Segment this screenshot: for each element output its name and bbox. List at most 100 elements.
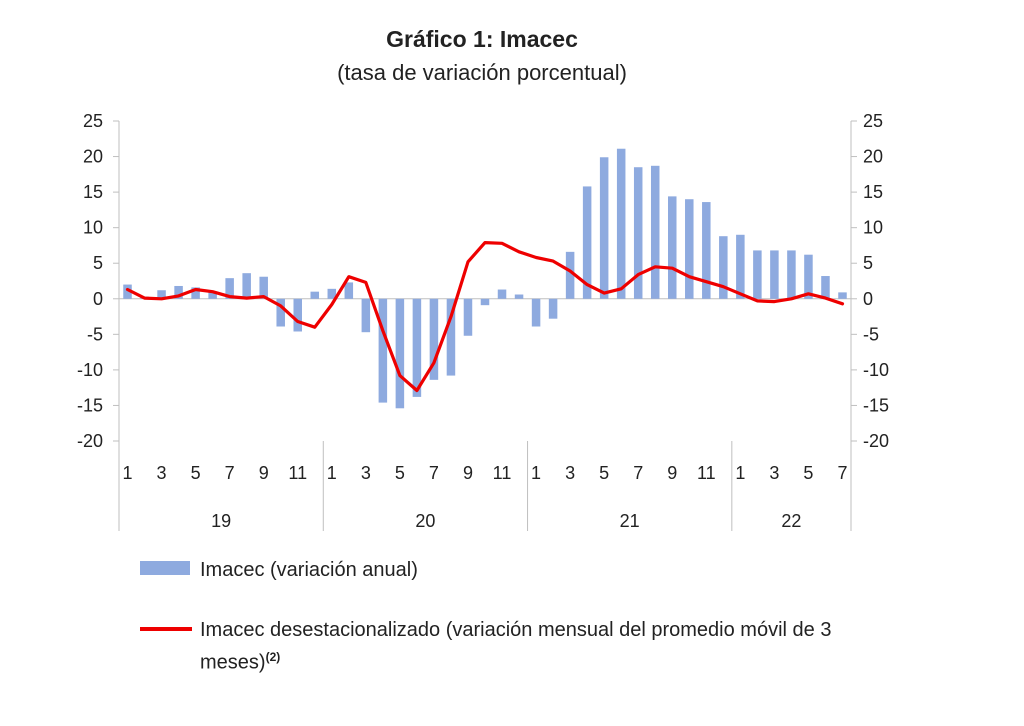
bar [582,186,592,299]
x-tick-label: 1 [327,463,337,483]
x-year-label: 21 [620,511,640,531]
bar [753,250,762,299]
bar [548,298,558,319]
bar [702,202,711,299]
x-tick-label: 11 [288,463,307,483]
y-tick-label-right: -10 [863,360,889,380]
y-tick-label-right: 20 [863,147,883,167]
bar [599,157,609,299]
bar [310,291,320,299]
x-tick-label: 5 [191,463,201,483]
bar [787,250,796,299]
x-tick-label: 5 [599,463,609,483]
bar [327,288,337,299]
x-tick-label: 5 [395,463,405,483]
tick-labels: 2520151050-5-10-15-202520151050-5-10-15-… [77,111,889,531]
x-tick-label: 3 [361,463,371,483]
x-tick-label: 1 [735,463,745,483]
y-tick-label-right: 25 [863,111,883,131]
line-series [125,241,845,393]
x-tick-label: 3 [157,463,167,483]
x-tick-label: 9 [259,463,269,483]
y-tick-label-right: -15 [863,395,889,415]
bar-series [123,148,847,409]
legend-item-bars: Imacec (variación anual) [140,557,418,584]
bar [344,282,354,299]
x-year-label: 22 [781,511,801,531]
bar [514,294,524,299]
legend-label-line: Imacec desestacionalizado (variación men… [200,619,832,674]
x-tick-label: 3 [565,463,575,483]
y-tick-label-right: 10 [863,218,883,238]
series-line [125,241,845,393]
bar [719,236,728,299]
y-tick-label-left: -5 [87,324,103,344]
x-year-label: 19 [211,511,231,531]
bar [242,273,251,299]
x-tick-label: 11 [493,463,512,483]
bar [191,287,200,299]
bar [412,298,422,397]
bar [208,291,217,299]
chart-title: Gráfico 1: Imacec [386,26,578,52]
y-tick-label-right: 5 [863,253,873,273]
bar [650,165,660,299]
x-year-label: 20 [415,511,435,531]
bar [395,298,405,409]
bar [157,290,166,299]
bar [361,298,371,333]
legend-label-bars: Imacec (variación anual) [200,559,418,581]
bar [429,298,439,380]
bar [616,148,626,299]
x-tick-label: 3 [769,463,779,483]
bar [174,285,183,299]
y-tick-label-left: -10 [77,360,103,380]
y-tick-label-left: 25 [83,111,103,131]
bar [770,250,779,299]
legend-swatch-line [140,627,192,631]
bar [123,284,132,299]
bar [685,199,694,299]
x-tick-label: 9 [463,463,473,483]
y-tick-label-left: 15 [83,182,103,202]
y-tick-label-left: -15 [77,395,103,415]
chart-subtitle: (tasa de variación porcentual) [337,60,627,85]
y-tick-label-left: 20 [83,147,103,167]
legend-swatch-bar [140,561,190,575]
y-tick-label-right: -5 [863,324,879,344]
x-tick-label: 7 [837,463,847,483]
y-tick-label-right: 15 [863,182,883,202]
x-tick-label: 7 [429,463,439,483]
bar [497,289,507,299]
bar [668,196,677,299]
bar [531,298,541,327]
bar [736,234,745,299]
bar [838,292,847,299]
y-tick-label-right: -20 [863,431,889,451]
bar [293,298,302,332]
y-tick-label-left: 5 [93,253,103,273]
legend-item-line: Imacec desestacionalizado (variación men… [140,617,900,677]
bar [276,298,285,327]
x-tick-label: 7 [633,463,643,483]
y-tick-label-left: -20 [77,431,103,451]
bar [804,254,813,299]
bar [463,298,473,336]
bar [480,298,490,306]
x-tick-label: 9 [667,463,677,483]
y-tick-label-right: 0 [863,289,873,309]
x-tick-label: 5 [803,463,813,483]
bar [378,298,388,403]
bar [821,276,830,299]
bar [565,251,575,299]
x-tick-label: 11 [697,463,716,483]
bar [446,298,456,376]
x-tick-label: 1 [123,463,133,483]
bar [259,276,268,299]
x-tick-label: 1 [531,463,541,483]
y-tick-label-left: 0 [93,289,103,309]
x-tick-label: 7 [225,463,235,483]
bar [225,278,234,299]
legend-footnote-marker: (2) [265,650,281,664]
